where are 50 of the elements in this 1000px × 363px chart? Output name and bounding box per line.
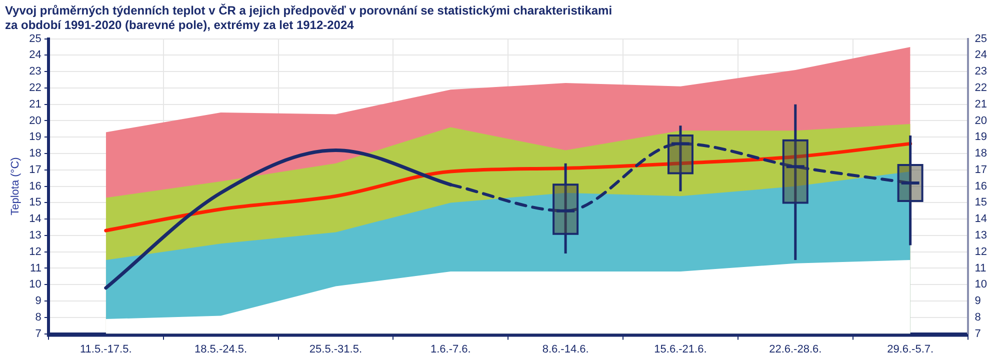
y2-tick-label: 13 [974, 230, 988, 242]
y2-tick-label: 24 [974, 49, 988, 62]
y2-tick-label: 23 [974, 66, 988, 78]
y2-tick-label: 9 [974, 295, 981, 308]
y2-tick-label: 11 [974, 262, 986, 274]
chart-title: Vyvoj průměrných týdenních teplot v ČR a jejich předpověď v porovnání se statistickými charakteristikami [5, 4, 612, 18]
y2-tick-label: 7 [974, 328, 981, 340]
y-tick-label: 19 [29, 131, 42, 144]
y-tick-label: 8 [35, 311, 42, 324]
x-tick-label: 15.6.-21.6. [654, 343, 707, 356]
x-tick-label: 8.6.-14.6. [542, 343, 589, 356]
y-tick-label: 7 [35, 328, 42, 340]
y2-tick-label: 14 [974, 213, 988, 226]
line-series [104, 142, 912, 232]
x-tick-label: 18.5.-24.5. [194, 343, 248, 356]
y2-tick-label: 25 [974, 32, 988, 45]
y-tick-label: 17 [29, 164, 42, 176]
chart-subtitle: za období 1991-2020 (barevné pole), extrémy za let 1912-2024 [5, 18, 354, 32]
y-tick-label: 10 [29, 278, 42, 291]
y-tick-label: 18 [29, 148, 42, 160]
y2-tick-label: 16 [974, 180, 988, 192]
y2-tick-label: 8 [974, 311, 981, 324]
y-tick-label: 12 [29, 246, 42, 258]
y2-tick-label: 19 [974, 131, 988, 144]
y2-tick-label: 12 [974, 246, 988, 258]
y2-tick-label: 15 [974, 196, 988, 209]
y2-tick-label: 22 [974, 82, 988, 94]
y2-tick-label: 20 [974, 114, 988, 127]
y-axis-title: Teplota (°C) [10, 157, 22, 216]
y2-tick-label: 21 [974, 98, 988, 110]
x-tick-label: 29.6.-5.7. [887, 343, 934, 356]
y-tick-label: 23 [29, 66, 42, 78]
x-tick-label: 11.5.-17.5. [80, 343, 132, 356]
y-tick-label: 24 [29, 49, 42, 62]
y2-tick-label: 18 [974, 148, 988, 160]
x-tick-label: 1.6.-7.6. [430, 343, 471, 356]
y-tick-label: 21 [29, 98, 42, 110]
y-tick-label: 20 [29, 114, 42, 127]
y2-tick-label: 10 [974, 278, 988, 291]
y-tick-label: 9 [35, 295, 42, 308]
y-tick-label: 22 [29, 82, 42, 94]
y-tick-label: 11 [30, 262, 42, 274]
y-tick-label: 14 [29, 213, 42, 226]
y-tick-label: 25 [29, 32, 42, 45]
y2-tick-label: 17 [974, 164, 988, 176]
x-tick-label: 25.5.-31.5. [309, 343, 362, 356]
x-tick-label: 22.6.-28.6. [769, 343, 822, 356]
y-tick-label: 13 [29, 230, 42, 242]
y-tick-label: 15 [29, 196, 42, 209]
y-tick-label: 16 [29, 180, 42, 192]
